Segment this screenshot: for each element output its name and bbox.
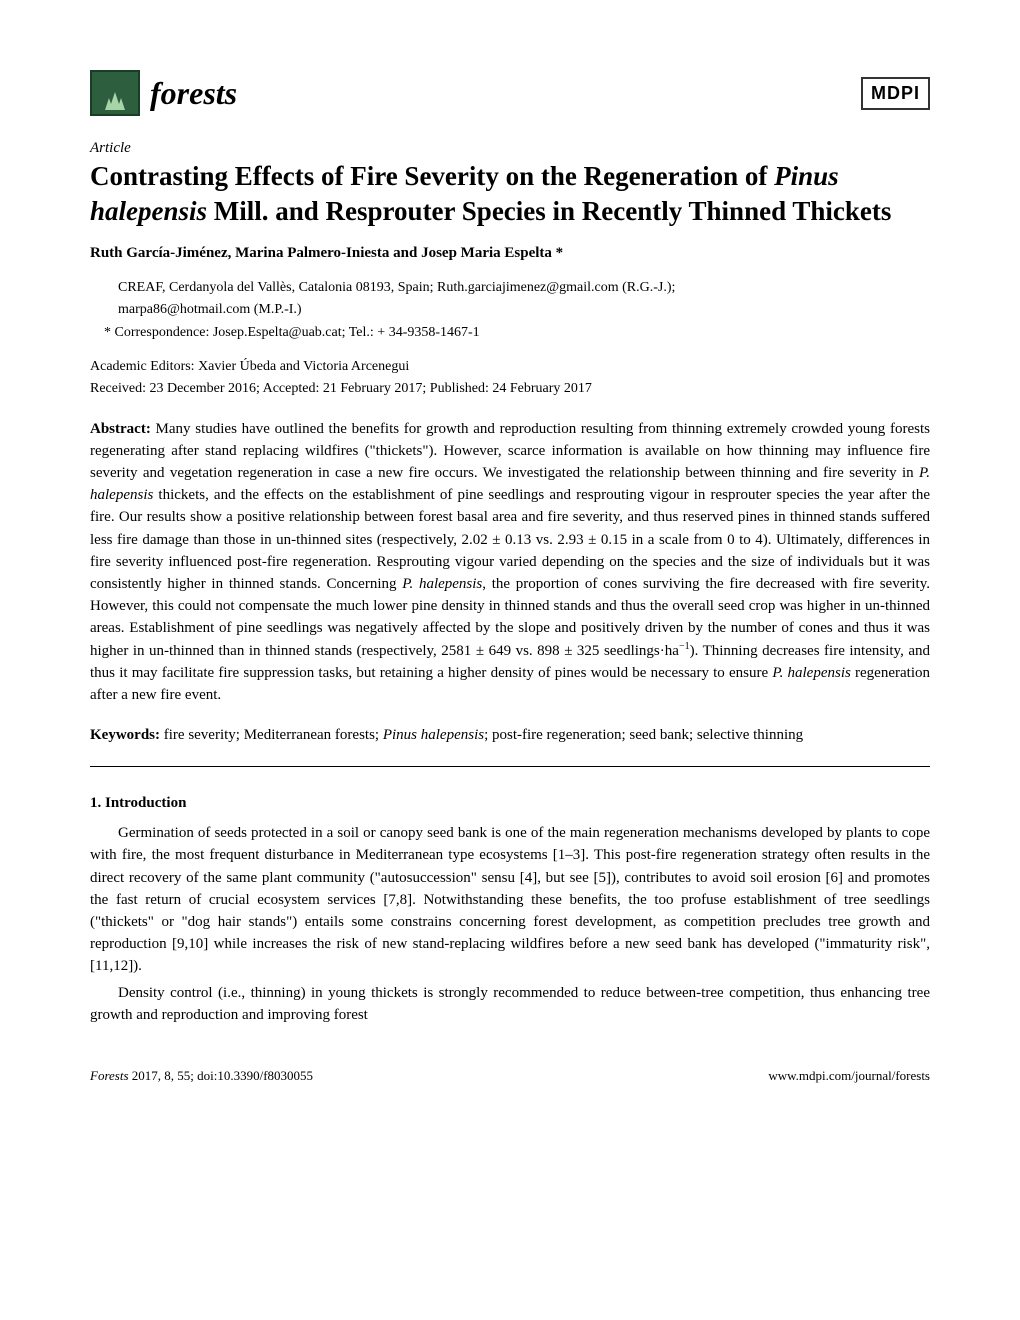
correspondence: * Correspondence: Josep.Espelta@uab.cat;… bbox=[118, 323, 930, 343]
footer-citation: 2017, 8, 55; doi:10.3390/f8030055 bbox=[129, 1068, 314, 1083]
citation: Forests 2017, 8, 55; doi:10.3390/f803005… bbox=[90, 1068, 313, 1084]
keywords-text: ; post-fire regeneration; seed bank; sel… bbox=[484, 727, 803, 743]
header-row: forests MDPI bbox=[90, 70, 930, 116]
title-post: Mill. and Resprouter Species in Recently… bbox=[207, 196, 891, 226]
publisher-name: MDPI bbox=[871, 83, 920, 104]
separator-line bbox=[90, 766, 930, 767]
publisher-logo: MDPI bbox=[861, 77, 930, 110]
footer: Forests 2017, 8, 55; doi:10.3390/f803005… bbox=[90, 1068, 930, 1084]
body-paragraph: Germination of seeds protected in a soil… bbox=[90, 822, 930, 977]
authors: Ruth García-Jiménez, Marina Palmero-Inie… bbox=[90, 245, 930, 262]
title-pre: Contrasting Effects of Fire Severity on … bbox=[90, 161, 774, 191]
body-paragraph: Density control (i.e., thinning) in youn… bbox=[90, 982, 930, 1026]
affiliation-line: CREAF, Cerdanyola del Vallès, Catalonia … bbox=[118, 278, 930, 298]
journal-name: forests bbox=[150, 75, 237, 112]
abstract: Abstract: Many studies have outlined the… bbox=[90, 418, 930, 706]
species-name: P. halepensis bbox=[402, 576, 482, 592]
article-page: forests MDPI Article Contrasting Effects… bbox=[0, 0, 1020, 1124]
affiliation-line: marpa86@hotmail.com (M.P.-I.) bbox=[118, 300, 930, 320]
superscript: −1 bbox=[679, 641, 690, 652]
journal-logo: forests bbox=[90, 70, 237, 116]
article-title: Contrasting Effects of Fire Severity on … bbox=[90, 159, 930, 229]
article-dates: Received: 23 December 2016; Accepted: 21… bbox=[90, 379, 930, 399]
forests-icon bbox=[90, 70, 140, 116]
abstract-text: Many studies have outlined the benefits … bbox=[90, 421, 930, 481]
abstract-label: Abstract: bbox=[90, 421, 151, 437]
tree-icon bbox=[117, 98, 125, 110]
keywords-text: fire severity; Mediterranean forests; bbox=[160, 727, 383, 743]
section-heading: 1. Introduction bbox=[90, 795, 930, 812]
keywords: Keywords: fire severity; Mediterranean f… bbox=[90, 724, 930, 746]
academic-editors: Academic Editors: Xavier Úbeda and Victo… bbox=[90, 357, 930, 377]
footer-journal: Forests bbox=[90, 1068, 129, 1083]
journal-url: www.mdpi.com/journal/forests bbox=[768, 1068, 930, 1084]
species-name: Pinus halepensis bbox=[383, 727, 484, 743]
keywords-label: Keywords: bbox=[90, 727, 160, 743]
species-name: P. halepensis bbox=[772, 665, 851, 681]
article-type: Article bbox=[90, 140, 930, 157]
